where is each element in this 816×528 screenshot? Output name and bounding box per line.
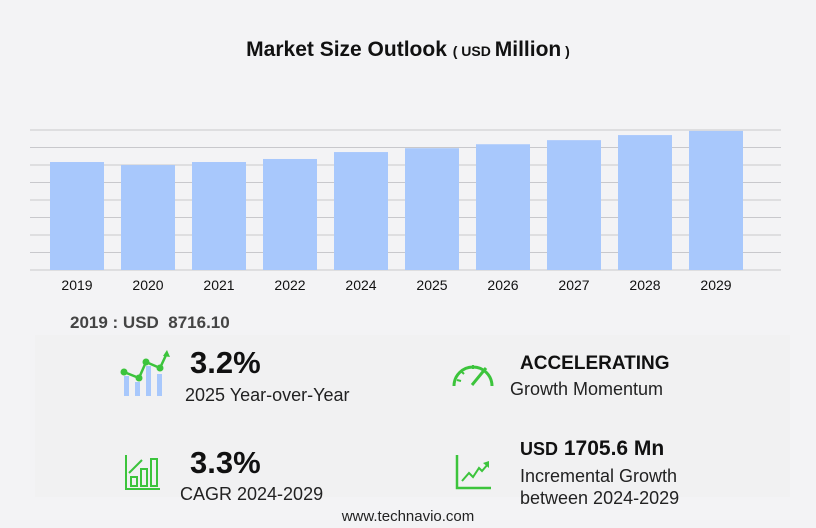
x-tick-label: 2027: [558, 277, 589, 293]
momentum-label: Growth Momentum: [510, 379, 664, 399]
x-tick-label: 2021: [203, 277, 234, 293]
incremental-prefix: USD: [520, 439, 559, 459]
title-unit: ( USD Million ): [452, 38, 570, 61]
bar-chart: 2019 2020 2021 2022 2024 2025 2026 2027 2028 2029: [30, 129, 781, 293]
footer-url[interactable]: www.technavio.com: [341, 508, 475, 525]
x-tick-label: 2020: [132, 277, 163, 293]
growth-chart-icon: [120, 350, 170, 396]
bar-2020: [121, 165, 175, 270]
unit-prefix: USD: [461, 43, 491, 59]
cagr-value: 3.3%: [190, 445, 261, 480]
bar-2028: [618, 135, 672, 270]
unit-main: Million: [494, 38, 562, 61]
bar-growth-icon: [125, 455, 160, 490]
yoy-label: 2025 Year-over-Year: [185, 385, 350, 405]
bar-2026: [476, 144, 530, 270]
yoy-value: 3.2%: [190, 345, 261, 380]
incremental-label-2: between 2024-2029: [520, 488, 680, 508]
bar-2021: [192, 162, 246, 270]
title-text: Market Size Outlook: [246, 38, 447, 61]
bar-2027: [547, 140, 601, 270]
x-tick-label: 2025: [416, 277, 447, 293]
x-tick-label: 2022: [274, 277, 305, 293]
bar-2029: [689, 130, 743, 270]
x-tick-label: 2024: [345, 277, 376, 293]
chart-title: Market Size Outlook ( USD Million ): [0, 38, 816, 62]
incremental-value: USD 1705.6 Mn: [520, 437, 664, 461]
x-tick-label: 2026: [487, 277, 518, 293]
bar-2019: [50, 162, 104, 270]
highlight-value: 2019 : USD 8716.10: [70, 313, 230, 332]
line-growth-icon: [455, 455, 491, 490]
x-tick-label: 2019: [61, 277, 92, 293]
bar-2022: [263, 158, 317, 270]
x-tick-label: 2028: [629, 277, 660, 293]
momentum-value: ACCELERATING: [520, 353, 670, 374]
bar-2024: [334, 152, 388, 270]
stats-panel: [35, 335, 790, 497]
bar-2025: [405, 148, 459, 270]
cagr-label: CAGR 2024-2029: [180, 484, 324, 504]
incremental-label-1: Incremental Growth: [520, 466, 678, 486]
speedometer-icon: [452, 365, 494, 387]
incremental-amount: 1705.6 Mn: [563, 437, 665, 460]
x-tick-label: 2029: [700, 277, 731, 293]
